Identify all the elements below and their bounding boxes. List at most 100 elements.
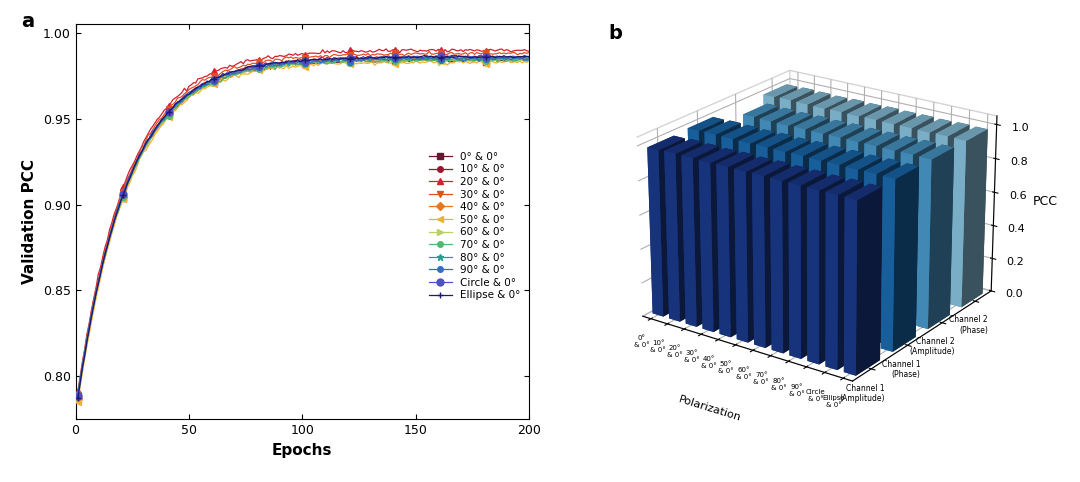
30° & 0°: [156, 115, 168, 121]
Y-axis label: Validation PCC: Validation PCC: [23, 159, 37, 284]
Ellipse & 0°: [523, 54, 536, 59]
50° & 0°: [90, 295, 103, 301]
90° & 0°: [486, 56, 499, 62]
Text: b: b: [608, 24, 622, 43]
70° & 0°: [500, 58, 513, 64]
20° & 0°: [71, 388, 84, 394]
20° & 0°: [156, 111, 168, 117]
90° & 0°: [156, 118, 168, 123]
60° & 0°: [156, 120, 168, 126]
20° & 0°: [502, 47, 515, 53]
Text: a: a: [22, 12, 35, 31]
40° & 0°: [71, 396, 84, 402]
30° & 0°: [502, 50, 515, 56]
10° & 0°: [71, 392, 84, 398]
Circle & 0°: [486, 55, 499, 61]
80° & 0°: [486, 55, 499, 61]
90° & 0°: [71, 392, 84, 398]
Line: 30° & 0°: 30° & 0°: [76, 49, 531, 398]
Ellipse & 0°: [90, 291, 103, 296]
20° & 0°: [191, 76, 204, 81]
90° & 0°: [523, 55, 536, 61]
70° & 0°: [71, 394, 84, 400]
Circle & 0°: [98, 252, 111, 257]
80° & 0°: [156, 117, 168, 123]
50° & 0°: [156, 123, 168, 129]
60° & 0°: [502, 57, 515, 63]
Line: 40° & 0°: 40° & 0°: [76, 54, 531, 402]
50° & 0°: [191, 91, 204, 96]
60° & 0°: [523, 57, 536, 63]
50° & 0°: [486, 58, 499, 64]
X-axis label: Polarization: Polarization: [677, 394, 742, 423]
40° & 0°: [98, 254, 111, 260]
70° & 0°: [484, 56, 497, 62]
50° & 0°: [523, 58, 536, 64]
40° & 0°: [486, 56, 499, 62]
10° & 0°: [523, 54, 536, 59]
0° & 0°: [191, 87, 204, 93]
10° & 0°: [98, 250, 111, 256]
50° & 0°: [71, 399, 84, 405]
Legend: 0° & 0°, 10° & 0°, 20° & 0°, 30° & 0°, 40° & 0°, 50° & 0°, 60° & 0°, 70° & 0°, 8: 0° & 0°, 10° & 0°, 20° & 0°, 30° & 0°, 4…: [426, 148, 524, 304]
70° & 0°: [90, 291, 103, 297]
Ellipse & 0°: [191, 84, 204, 90]
30° & 0°: [90, 287, 103, 293]
70° & 0°: [523, 58, 536, 64]
80° & 0°: [90, 290, 103, 295]
Circle & 0°: [523, 54, 536, 60]
50° & 0°: [98, 255, 111, 261]
Ellipse & 0°: [98, 251, 111, 257]
Ellipse & 0°: [502, 54, 515, 59]
50° & 0°: [502, 58, 515, 64]
Line: 50° & 0°: 50° & 0°: [76, 57, 531, 405]
20° & 0°: [98, 244, 111, 250]
20° & 0°: [523, 48, 536, 54]
Line: 90° & 0°: 90° & 0°: [76, 54, 531, 398]
Circle & 0°: [90, 290, 103, 295]
80° & 0°: [71, 392, 84, 398]
0° & 0°: [71, 393, 84, 399]
0° & 0°: [90, 291, 103, 297]
60° & 0°: [71, 392, 84, 398]
0° & 0°: [502, 57, 515, 63]
20° & 0°: [486, 47, 499, 53]
X-axis label: Epochs: Epochs: [272, 443, 333, 458]
60° & 0°: [484, 57, 497, 63]
80° & 0°: [502, 54, 515, 60]
60° & 0°: [496, 55, 509, 61]
70° & 0°: [98, 254, 111, 260]
40° & 0°: [90, 294, 103, 299]
20° & 0°: [380, 46, 393, 52]
90° & 0°: [502, 55, 515, 61]
Ellipse & 0°: [486, 53, 499, 59]
80° & 0°: [191, 85, 204, 91]
70° & 0°: [156, 120, 168, 125]
80° & 0°: [98, 250, 111, 256]
Line: 10° & 0°: 10° & 0°: [76, 53, 531, 398]
Line: 60° & 0°: 60° & 0°: [76, 55, 531, 398]
40° & 0°: [191, 86, 204, 92]
40° & 0°: [380, 54, 393, 60]
0° & 0°: [484, 57, 497, 63]
0° & 0°: [523, 58, 536, 64]
Line: Ellipse & 0°: Ellipse & 0°: [75, 52, 532, 402]
10° & 0°: [445, 53, 458, 58]
60° & 0°: [90, 291, 103, 296]
Line: 80° & 0°: 80° & 0°: [75, 54, 532, 399]
60° & 0°: [191, 87, 204, 93]
Line: 70° & 0°: 70° & 0°: [76, 56, 531, 400]
Line: Circle & 0°: Circle & 0°: [75, 52, 532, 400]
30° & 0°: [486, 51, 499, 57]
40° & 0°: [502, 58, 515, 64]
60° & 0°: [98, 252, 111, 258]
Circle & 0°: [191, 84, 204, 90]
30° & 0°: [191, 81, 204, 87]
30° & 0°: [71, 392, 84, 398]
90° & 0°: [98, 251, 111, 256]
Circle & 0°: [71, 393, 84, 399]
10° & 0°: [90, 290, 103, 295]
30° & 0°: [422, 49, 435, 54]
Line: 0° & 0°: 0° & 0°: [76, 55, 531, 399]
30° & 0°: [523, 50, 536, 55]
